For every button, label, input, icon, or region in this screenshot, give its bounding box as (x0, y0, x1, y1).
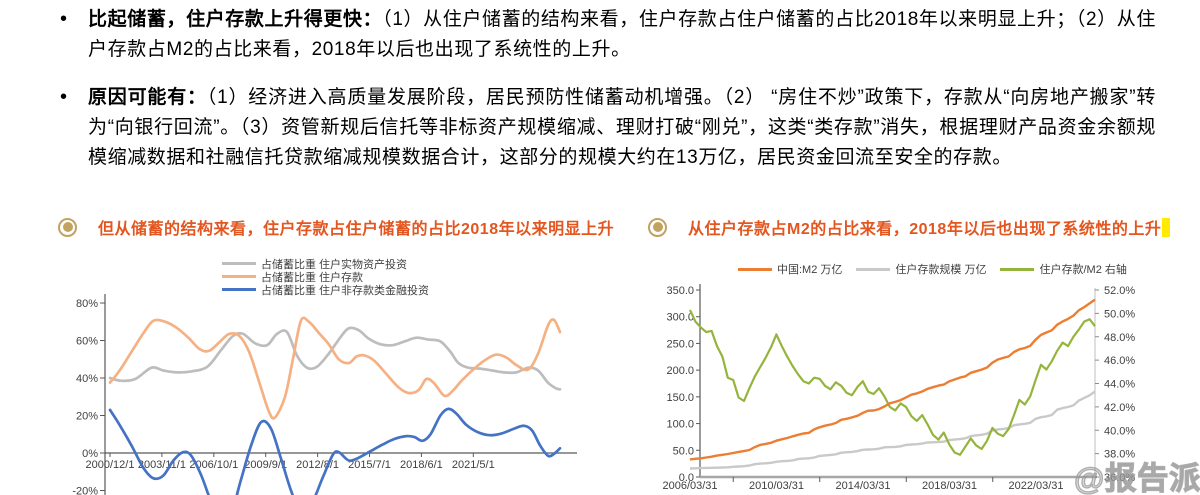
left-y-tick-label: 100.0 (666, 419, 694, 431)
legend-line-swatch (222, 288, 256, 291)
right-y-tick-label: 44.0% (1104, 379, 1135, 391)
y-tick-label: 80% (76, 298, 98, 310)
legend-label: 占储蓄比重 住户实物资产投资 (261, 258, 408, 271)
x-tick-label: 2012/8/1 (296, 459, 339, 471)
right-y-tick-label: 40.0% (1104, 425, 1135, 437)
series-line (108, 326, 562, 391)
x-tick-label: 2009/9/1 (244, 459, 287, 471)
left-y-tick-label: 0.0 (679, 472, 694, 484)
x-tick-label: 2000/12/1 (86, 459, 135, 471)
bullet-marker: • (60, 86, 68, 108)
right-y-tick-label: 46.0% (1104, 355, 1135, 367)
x-tick-label: 2018/03/31 (922, 480, 977, 492)
legend-item: 占储蓄比重 住户非存款类金融投资 (222, 283, 430, 297)
bullet-item-2: • 原因可能有：（1）经济进入高质量发展阶段，居民预防性储蓄动机增强。（2） “房… (58, 83, 1156, 173)
series-line (689, 298, 1096, 461)
bullet-lead-text: 比起储蓄，住户存款上升得更快： (88, 9, 383, 30)
x-tick-label: 2006/03/31 (662, 480, 717, 492)
left-chart-header: 但从储蓄的结构来看，住户存款占住户储蓄的占比2018年以来明显上升 (58, 215, 614, 239)
right-y-tick-label: 38.0% (1104, 449, 1135, 461)
legend-line-swatch (738, 267, 772, 271)
legend-label: 中国:M2 万亿 (777, 264, 843, 276)
legend-line-swatch (856, 267, 891, 271)
legend-item: 占储蓄比重 住户实物资产投资 (222, 257, 429, 271)
legend-item: 占储蓄比重 住户存款 (222, 270, 429, 284)
y-tick-label: 0% (82, 448, 98, 460)
x-tick-label: 2022/03/31 (1008, 480, 1063, 492)
left-y-tick-label: 200.0 (666, 365, 694, 377)
bullet-body-text: （1）从住户储蓄的结构来看，住户存款占住户储蓄的占比2018年以来明显上升；（2… (88, 9, 1156, 60)
target-bullet-icon-dot (652, 222, 663, 232)
target-bullet-icon-dot (62, 222, 73, 232)
right-chart-title: 从住户存款占M2的占比来看，2018年以后也出现了系统性的上升 (688, 221, 1162, 238)
x-tick-label: 2021/5/1 (452, 459, 495, 471)
text-cursor-highlight (1162, 217, 1171, 237)
right-y-tick-label: 50.0% (1104, 308, 1135, 320)
right-y-tick-label: 36.0% (1104, 472, 1135, 484)
left-line-chart: 80%60%40%20%0%-20%2000/12/1 2003/11/1 2006… (72, 294, 577, 495)
series-line (108, 407, 562, 495)
legend-line-swatch (1000, 267, 1035, 271)
x-tick-label: 2010/03/31 (749, 480, 804, 492)
right-y-tick-label: 48.0% (1104, 332, 1135, 344)
x-tick-label: 2015/7/1 (348, 459, 391, 471)
bullet-marker: • (60, 8, 68, 30)
right-y-tick-label: 42.0% (1104, 402, 1135, 414)
legend-item: 中国:M2 万亿 (738, 261, 842, 277)
left-y-tick-label: 350.0 (666, 285, 694, 297)
bullet-list: • 比起储蓄，住户存款上升得更快：（1）从住户储蓄的结构来看，住户存款占住户储蓄的… (58, 5, 1156, 173)
bullet-item-1: • 比起储蓄，住户存款上升得更快：（1）从住户储蓄的结构来看，住户存款占住户储蓄的… (58, 5, 1156, 65)
y-tick-label: 20% (76, 411, 98, 423)
legend-line-swatch (222, 275, 256, 278)
legend-label: 住户存款/M2 右轴 (1039, 264, 1127, 276)
series-line (689, 390, 1096, 470)
y-tick-label: -20% (72, 486, 98, 495)
series-line (689, 309, 1096, 456)
x-tick-label: 2018/6/1 (400, 459, 443, 471)
left-y-tick-label: 150.0 (666, 392, 694, 404)
right-line-chart: 350.0 300.0 250.0 200.0 150.0 100.0 50.0 0.0 52.… (662, 284, 1135, 492)
legend-item: 住户存款/M2 右轴 (1000, 261, 1127, 277)
left-y-tick-label: 50.0 (673, 445, 694, 457)
legend-label: 占储蓄比重 住户非存款类金融投资 (261, 284, 430, 297)
target-bullet-icon (58, 217, 77, 237)
legend-item: 住户存款规模 万亿 (856, 261, 986, 277)
left-chart-title: 但从储蓄的结构来看，住户存款占住户储蓄的占比2018年以来明显上升 (98, 221, 615, 238)
right-y-tick-label: 52.0% (1104, 285, 1135, 297)
watermark: @报告派 (1073, 460, 1200, 495)
left-y-tick-label: 250.0 (666, 338, 694, 350)
legend-label: 住户存款规模 万亿 (895, 264, 987, 276)
x-tick-label: 2014/03/31 (835, 480, 890, 492)
left-chart-legend: 占储蓄比重 住户实物资产投资 占储蓄比重 住户存款 占储蓄比重 住户非存款类金融… (222, 257, 430, 297)
y-tick-label: 40% (76, 373, 98, 385)
legend-label: 占储蓄比重 住户存款 (261, 271, 364, 284)
x-tick-label: 2006/10/1 (189, 459, 238, 471)
right-chart-header: 从住户存款占M2的占比来看，2018年以后也出现了系统性的上升 (648, 215, 1171, 239)
y-tick-label: 60% (76, 336, 98, 348)
series-line (108, 316, 562, 420)
left-y-tick-label: 300.0 (666, 312, 694, 324)
target-bullet-icon (648, 217, 667, 237)
right-chart-legend: 中国:M2 万亿 住户存款规模 万亿 住户存款/M2 右轴 (738, 261, 1127, 277)
legend-line-swatch (222, 262, 256, 265)
bullet-lead-text: 原因可能有： (88, 87, 207, 108)
bullet-body-text: （1）经济进入高质量发展阶段，居民预防性储蓄动机增强。（2） “房住不炒”政策下… (88, 87, 1156, 168)
